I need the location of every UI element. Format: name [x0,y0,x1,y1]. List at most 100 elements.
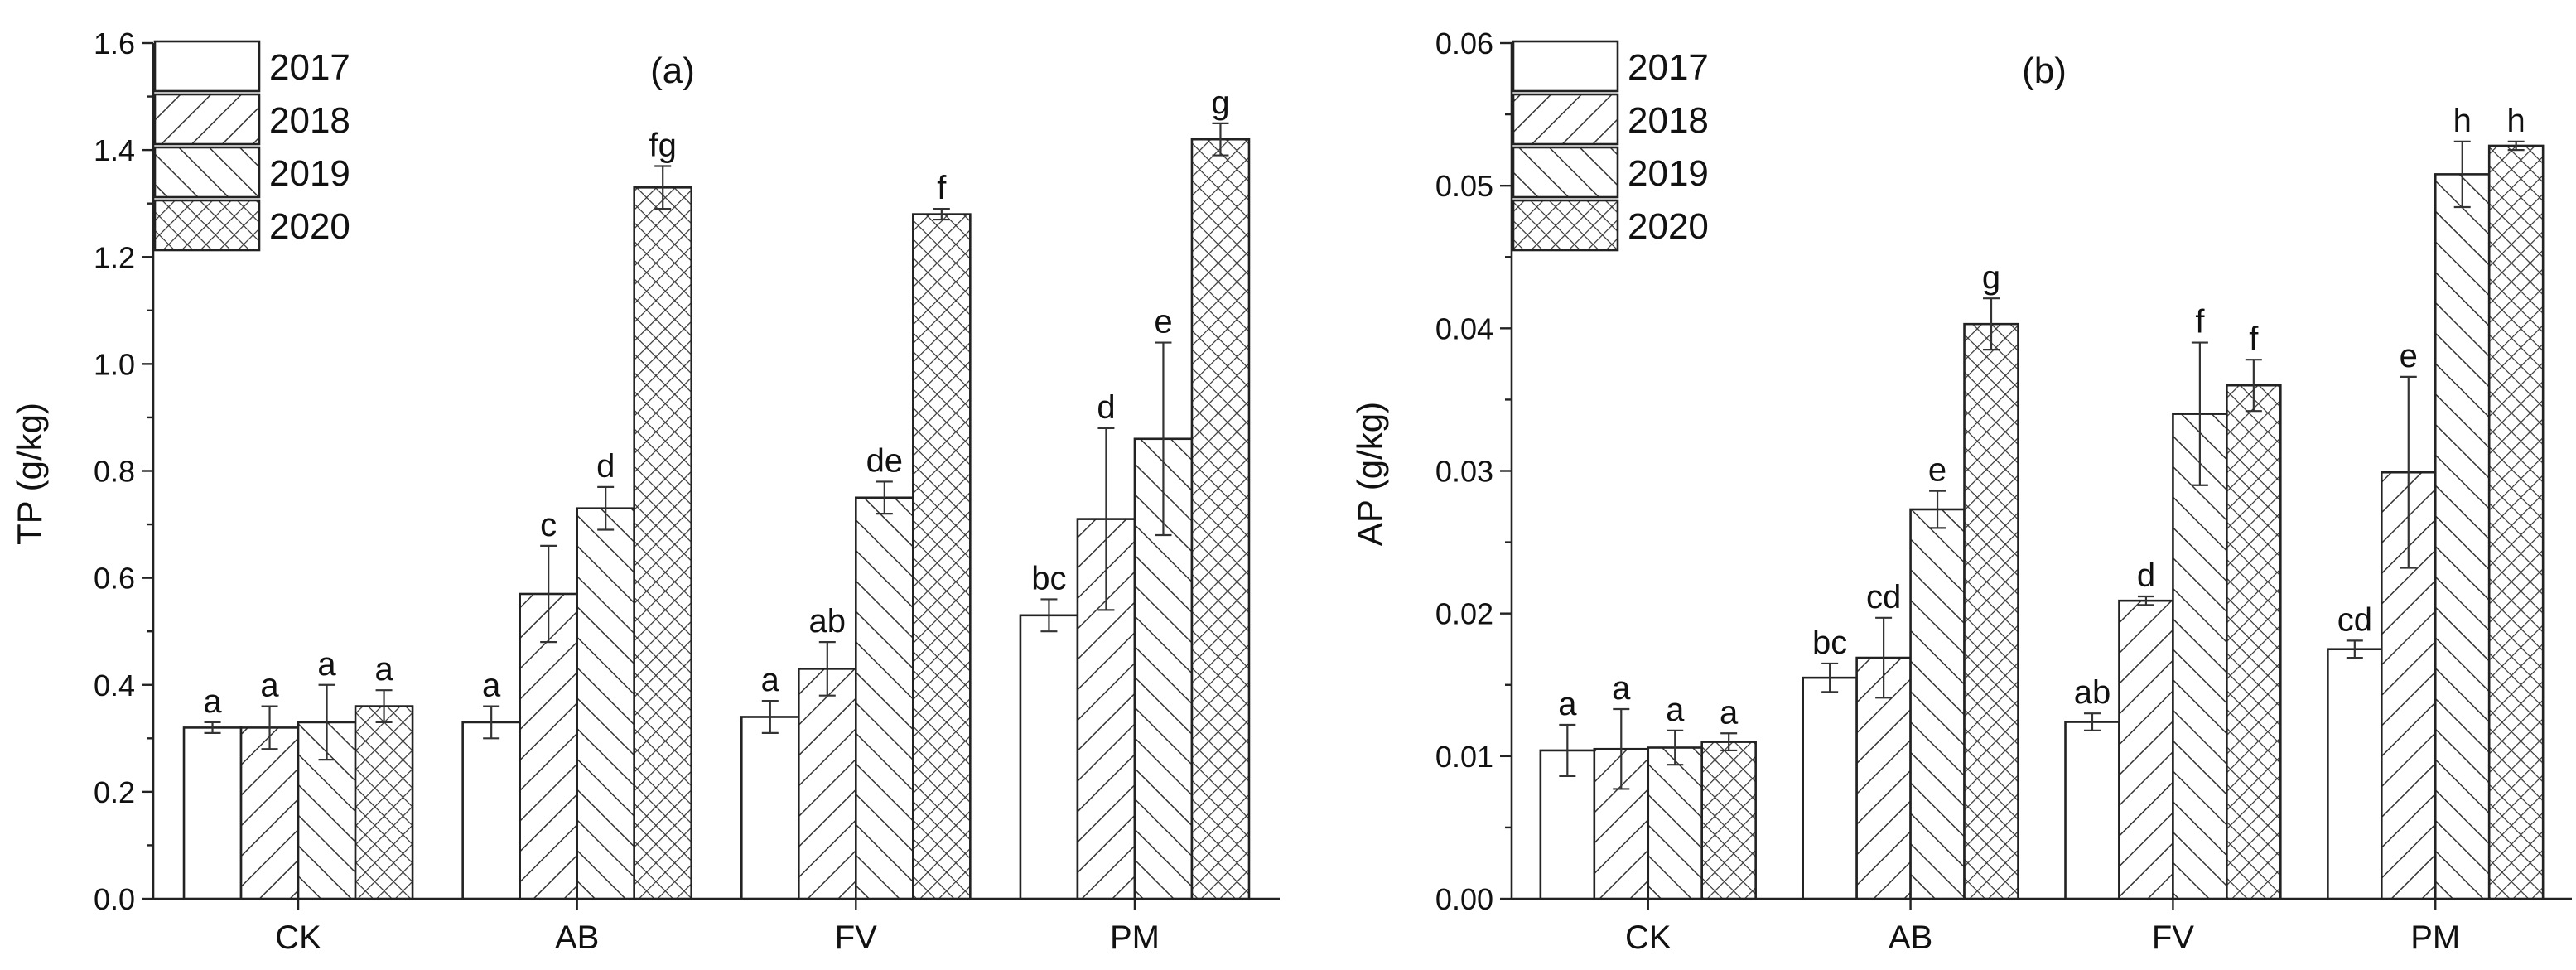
legend-label: 2020 [1628,206,1709,247]
legend-swatch-2018 [1512,93,1619,146]
chart-panel-b: (b) AP (g/kg) 0.00 0.01 0.02 0.03 0.04 0.05 0.… [1350,27,2572,956]
bar-fv-2018 [2118,599,2174,900]
significance-letter: ab [2074,674,2111,711]
bar-fv-2017 [740,716,800,900]
significance-letter: bc [1812,625,1847,661]
legend-swatch-2020 [153,199,261,252]
x-tick-label: PM [1110,919,1160,956]
bar-pm-2017 [1019,614,1079,900]
bar-fv-2019 [855,496,914,900]
significance-letter: c [540,507,557,543]
legend-swatch-2019 [153,146,261,199]
significance-letter: d [1097,389,1115,426]
legend-label: 2018 [1628,100,1709,141]
legend-label: 2017 [1628,47,1709,88]
y-tick-label: 0.04 [1435,311,1493,345]
significance-letter: a [203,683,222,720]
bar-ck-2017 [182,726,243,900]
bar-ab-2017 [461,721,521,900]
significance-letter: g [1982,259,2000,296]
y-axis-label: TP (g/kg) [10,403,49,545]
bar-ck-2020 [354,705,414,900]
significance-letter: e [1154,304,1172,340]
y-tick-label: 1.6 [94,27,135,60]
significance-letter: a [1612,670,1631,707]
legend-swatch-2019 [1512,146,1619,199]
legend-label: 2020 [269,206,350,247]
x-tick-label: FV [835,919,877,956]
y-tick-label: 0.05 [1435,169,1493,203]
y-tick-label: 0.02 [1435,597,1493,631]
y-tick-label: 0.2 [94,775,135,809]
y-tick-label: 1.2 [94,240,135,274]
x-tick-label: CK [275,919,321,956]
bar-fv-2017 [2064,721,2120,900]
bar-ab-2019 [576,507,635,900]
significance-letter: f [2249,321,2259,357]
y-axis-label: AP (g/kg) [1350,402,1389,546]
significance-letter: cd [2337,601,2372,638]
significance-letter: h [2453,103,2472,139]
y-tick-label: 1.0 [94,347,135,381]
significance-letter: fg [649,127,677,163]
y-tick-label: 0.0 [94,882,135,916]
panel-label: (b) [2022,51,2067,91]
bar-ab-2018 [519,592,578,900]
x-tick-label: AB [555,919,599,956]
y-tick-label: 0.8 [94,455,135,489]
bar-pm-2017 [2327,648,2383,900]
legend-label: 2017 [269,47,350,88]
y-tick-label: 1.4 [94,133,135,167]
chart-panel-a: (a) TP (g/kg) 0.0 0.2 0.4 0.6 0.8 1.0 1.2 1.4 1.… [10,27,1280,956]
x-tick-label: PM [2410,919,2460,956]
bar-pm-2020 [1190,138,1251,900]
bar-fv-2019 [2172,413,2228,900]
significance-letter: a [1666,692,1685,728]
significance-letter: d [2137,557,2155,594]
significance-letter: de [866,442,904,479]
significance-letter: a [761,662,780,698]
significance-letter: bc [1031,560,1066,596]
y-tick-label: 0.01 [1435,740,1493,774]
legend-label: 2019 [1628,153,1709,194]
significance-letter: a [1558,686,1577,722]
significance-letter: a [260,668,279,704]
bar-fv-2020 [2226,384,2282,900]
y-tick-label: 0.00 [1435,882,1493,916]
significance-letter: e [1928,452,1946,489]
significance-letter: f [2195,304,2205,340]
bar-ck-2018 [239,726,300,900]
significance-letter: g [1211,84,1229,121]
y-tick-label: 0.4 [94,668,135,702]
bar-ck-2020 [1700,741,1757,900]
bar-ab-2017 [1802,676,1858,900]
significance-letter: f [937,170,947,206]
significance-letter: cd [1866,579,1901,615]
y-tick-label: 0.6 [94,562,135,596]
significance-letter: d [596,448,615,485]
bar-ab-2020 [633,186,693,900]
legend-label: 2018 [269,100,350,141]
panel-label: (a) [650,51,695,91]
bar-ab-2020 [1963,322,2019,900]
x-tick-label: AB [1889,919,1932,956]
bar-ab-2019 [1909,508,1966,900]
x-tick-label: CK [1625,919,1672,956]
bar-pm-2020 [2487,144,2545,900]
y-tick-label: 0.06 [1435,27,1493,60]
legend-swatch-2017 [1512,40,1619,93]
legend-label: 2019 [269,153,350,194]
significance-letter: h [2507,103,2525,139]
bar-pm-2019 [2434,173,2491,900]
significance-letter: e [2400,338,2418,374]
legend-swatch-2018 [153,93,261,146]
bar-fv-2018 [798,668,857,900]
bar-fv-2020 [912,213,972,900]
legend-swatch-2017 [153,40,261,93]
y-tick-label: 0.03 [1435,455,1493,489]
significance-letter: a [374,651,393,688]
x-tick-label: FV [2152,919,2194,956]
significance-letter: a [482,668,501,704]
significance-letter: a [317,646,336,683]
